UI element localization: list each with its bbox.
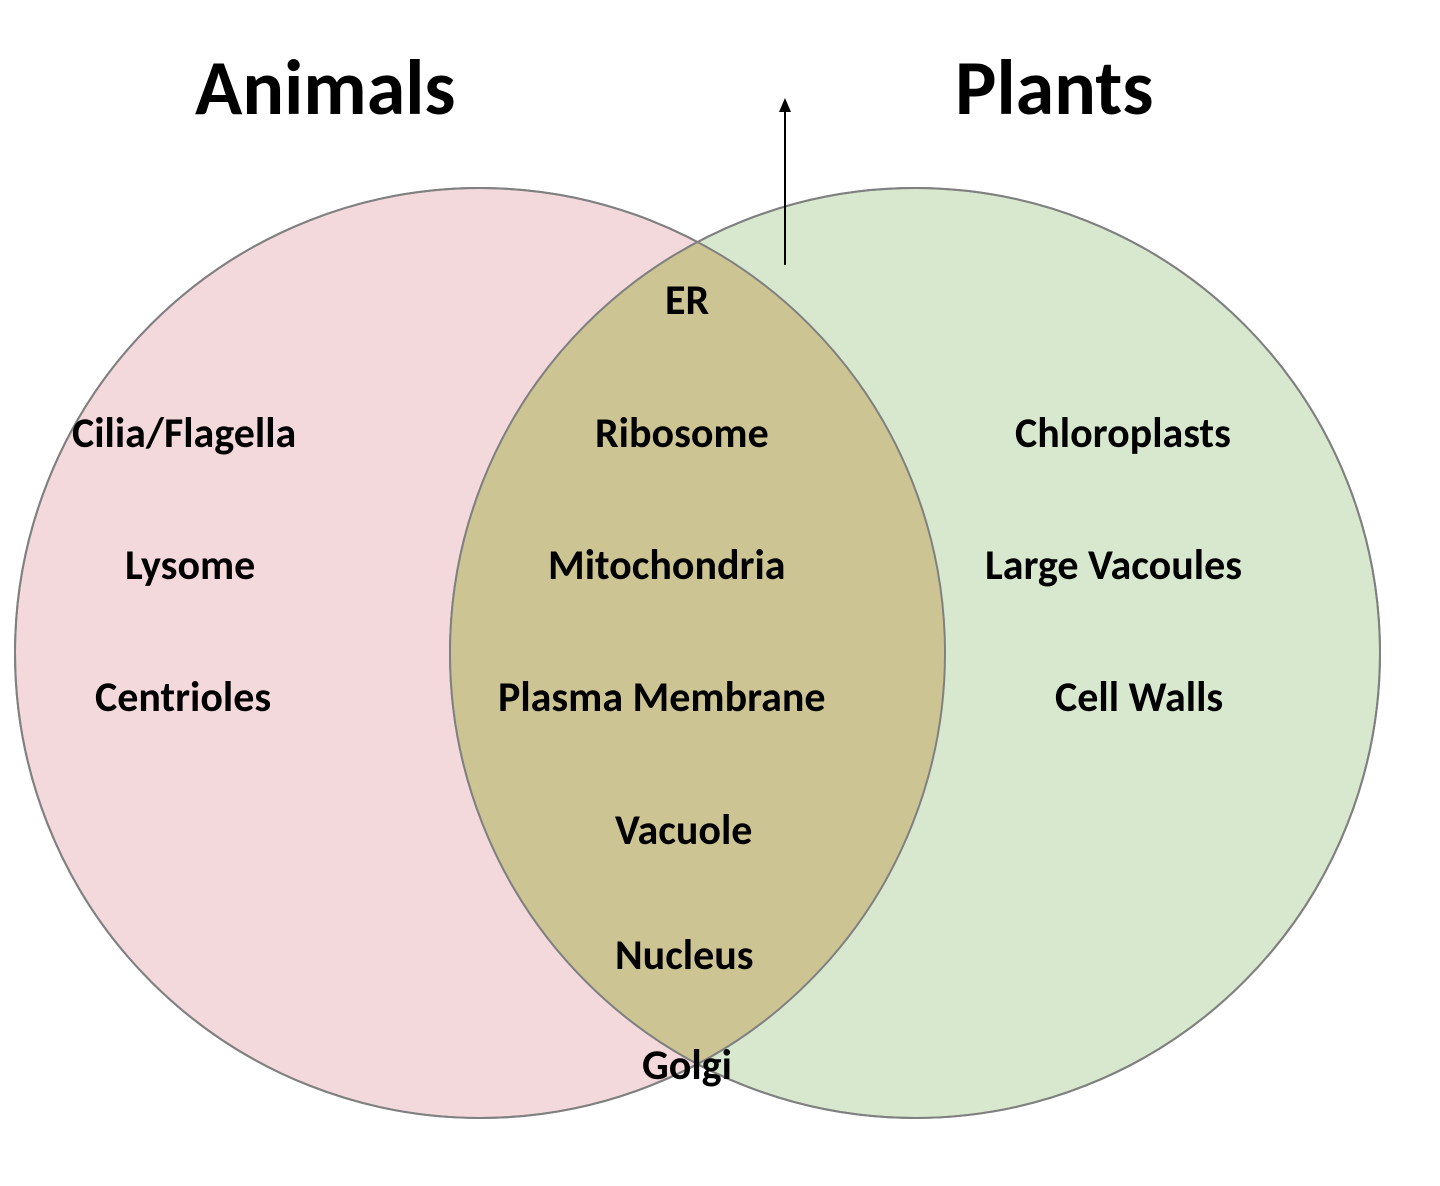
arrow-line bbox=[784, 110, 786, 265]
intersection-label: Plasma Membrane bbox=[498, 672, 826, 723]
intersection-label: Vacuole bbox=[615, 805, 752, 856]
right-only-label: Cell Walls bbox=[1055, 672, 1223, 723]
venn-diagram-container: Animals Plants ER Ribosome Mitochondria … bbox=[0, 0, 1440, 1186]
left-only-label: Centrioles bbox=[95, 672, 271, 723]
left-only-label: Lysome bbox=[125, 540, 255, 591]
intersection-label: ER bbox=[665, 275, 709, 326]
venn-circles bbox=[0, 0, 1440, 1186]
intersection-label: Nucleus bbox=[615, 930, 754, 981]
right-only-label: Chloroplasts bbox=[1015, 408, 1231, 459]
right-only-label: Large Vacoules bbox=[985, 540, 1242, 591]
left-only-label: Cilia/Flagella bbox=[72, 408, 296, 459]
intersection-label: Ribosome bbox=[595, 408, 769, 459]
intersection-label: Mitochondria bbox=[548, 540, 786, 591]
intersection-label: Golgi bbox=[642, 1040, 732, 1091]
arrow-head bbox=[779, 98, 791, 112]
